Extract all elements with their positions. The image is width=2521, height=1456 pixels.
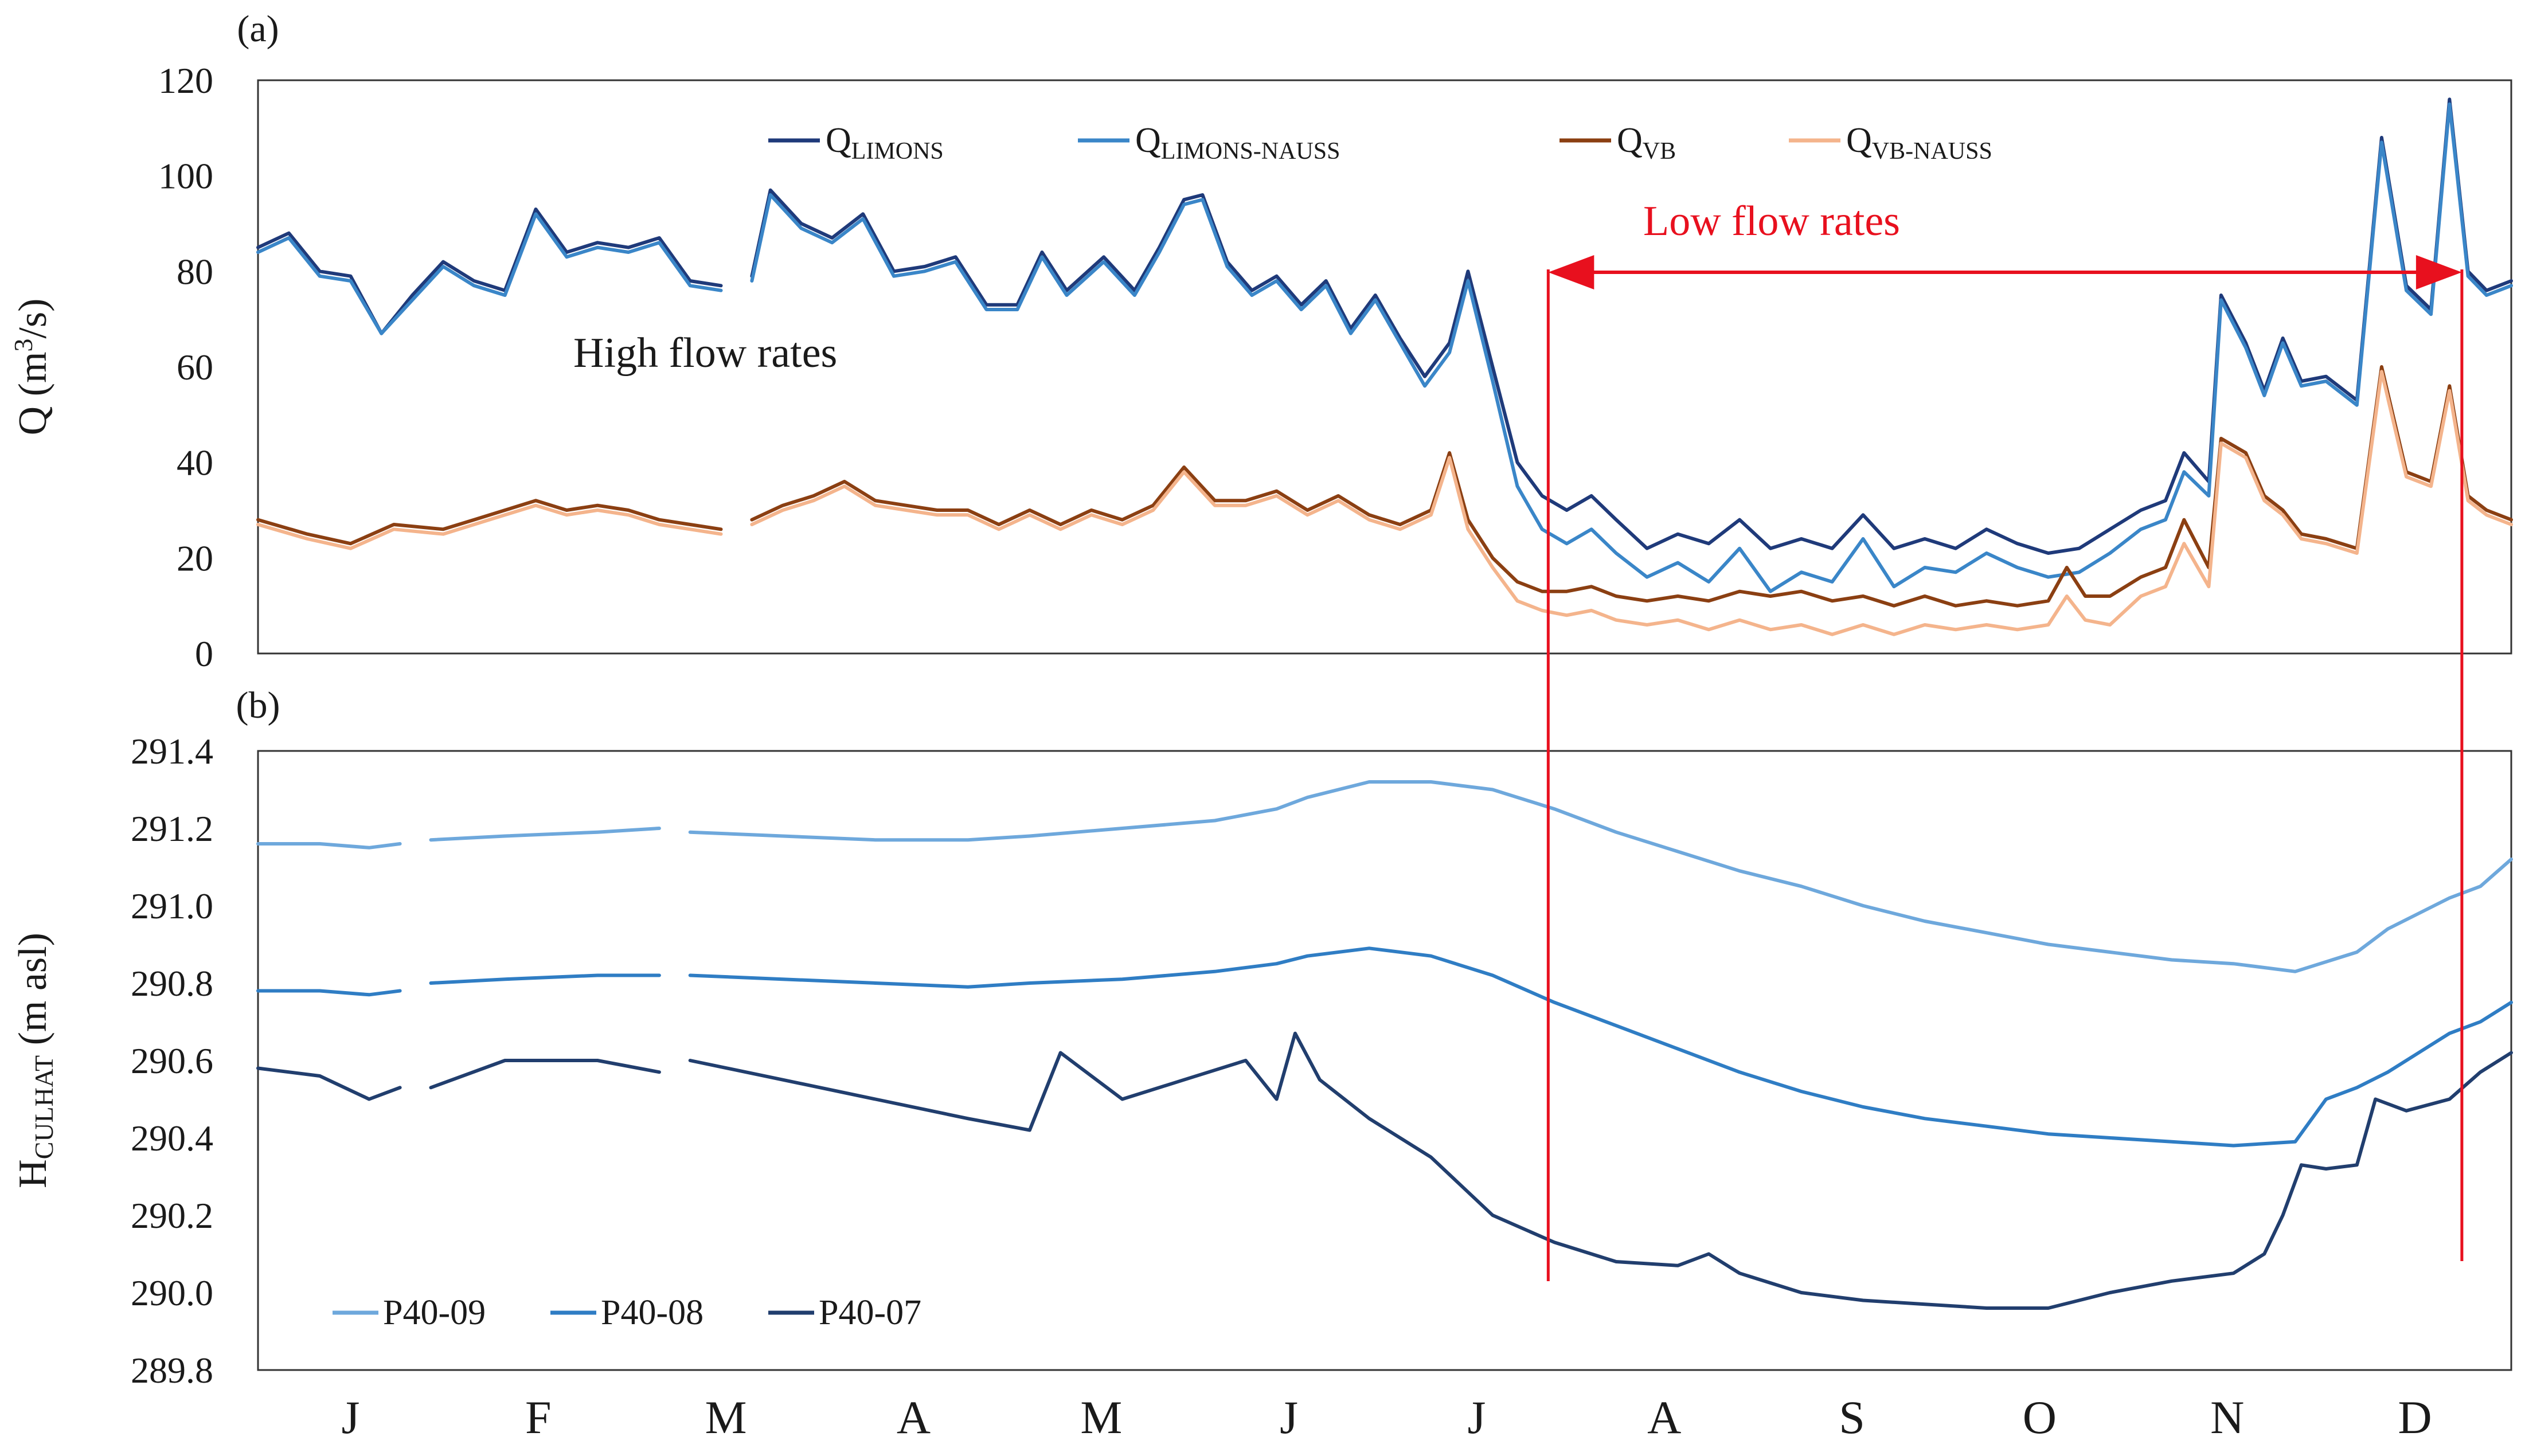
month-label: A xyxy=(897,1391,931,1443)
legend-qlimons-nauss-base: Q xyxy=(1135,121,1161,160)
svg-text:QLIMONS-NAUSS: QLIMONS-NAUSS xyxy=(1135,121,1340,165)
series-line-qvb-nauss xyxy=(256,370,2513,636)
series-line-qlimons xyxy=(256,97,2513,555)
panel-a-frame xyxy=(257,79,2512,655)
y-tick-label: 80 xyxy=(177,251,213,292)
y-tick-label: 291.2 xyxy=(131,808,213,849)
y-tick-label: 290.4 xyxy=(131,1118,213,1158)
month-label: S xyxy=(1839,1391,1865,1443)
month-label: F xyxy=(525,1391,552,1443)
month-label: J xyxy=(342,1391,360,1443)
panel-a-label: (a) xyxy=(237,8,279,50)
high-flow-label: High flow rates xyxy=(573,330,837,377)
series-line-qvb xyxy=(256,365,2513,608)
y-tick-label: 40 xyxy=(177,443,213,483)
y-tick-label: 20 xyxy=(177,538,213,578)
legend-qvb-nauss-sub: VB-NAUSS xyxy=(1872,138,1992,165)
legend-p40-08-label: P40-08 xyxy=(601,1293,703,1332)
y-tick-label: 60 xyxy=(177,347,213,388)
series-line-p40-07 xyxy=(256,1031,2513,1310)
low-flow-arrow-left-head xyxy=(1548,255,1594,289)
month-label: A xyxy=(1647,1391,1681,1443)
low-flow-arrow-right-head xyxy=(2416,255,2462,289)
panel-a-y-ticks: 0 20 40 60 80 100 120 xyxy=(158,60,213,674)
y-tick-label: 0 xyxy=(195,633,213,674)
legend-qlimons-sub: LIMONS xyxy=(851,138,944,165)
panel-a-legend: QLIMONS QLIMONS-NAUSS QVB QVB-NAUSS xyxy=(768,121,1992,165)
legend-item-p40-09: P40-09 xyxy=(333,1293,486,1332)
y-tick-label: 100 xyxy=(158,156,213,197)
series-line-qlimons-nauss xyxy=(256,102,2513,593)
y-tick-label: 290.8 xyxy=(131,963,213,1004)
month-label: O xyxy=(2023,1391,2057,1443)
y-tick-label: 290.2 xyxy=(131,1195,213,1236)
legend-qlimons-base: Q xyxy=(826,121,851,160)
legend-item-p40-08: P40-08 xyxy=(550,1293,703,1332)
month-label: D xyxy=(2398,1391,2432,1443)
legend-item-qlimons: QLIMONS xyxy=(768,121,944,165)
legend-qlimons-nauss-sub: LIMONS-NAUSS xyxy=(1161,138,1340,165)
legend-qvb-sub: VB xyxy=(1643,138,1676,165)
y-tick-label: 291.4 xyxy=(131,731,213,772)
legend-qvb-base: Q xyxy=(1617,121,1643,160)
legend-qvb-nauss-base: Q xyxy=(1846,121,1872,160)
month-label: N xyxy=(2210,1391,2244,1443)
month-label: J xyxy=(1280,1391,1298,1443)
y-tick-label: 290.6 xyxy=(131,1040,213,1081)
low-flow-label: Low flow rates xyxy=(1643,198,1900,245)
series-line-p40-08 xyxy=(256,946,2513,1148)
panel-b-y-axis-title: HCULHAT (m asl) xyxy=(11,933,58,1188)
legend-p40-07-label: P40-07 xyxy=(819,1293,921,1332)
low-flow-bracket xyxy=(1546,255,2464,1281)
legend-item-qvb-nauss: QVB-NAUSS xyxy=(1789,121,1992,165)
y-tick-label: 120 xyxy=(158,60,213,101)
y-tick-label: 290.0 xyxy=(131,1273,213,1313)
panel-b-label: (b) xyxy=(236,684,280,726)
panel-b-series xyxy=(256,780,2513,1310)
legend-item-qlimons-nauss: QLIMONS-NAUSS xyxy=(1078,121,1340,165)
legend-item-qvb: QVB xyxy=(1559,121,1676,165)
svg-text:QVB-NAUSS: QVB-NAUSS xyxy=(1846,121,1992,165)
panel-b: (b) 289.8290.0290.2290.4290.6290.8291.02… xyxy=(11,684,2513,1391)
series-line-p40-09 xyxy=(256,780,2513,973)
legend-p40-09-label: P40-09 xyxy=(383,1293,486,1332)
panel-b-y-ticks: 289.8 290.0 290.2 290.4 290.6 290.8 291.0 291.2… xyxy=(131,731,213,1391)
panel-b-legend: P40-09 P40-08 P40-07 xyxy=(333,1293,921,1332)
panel-a-y-axis-title: Q (m3/s) xyxy=(9,299,55,436)
svg-text:QVB: QVB xyxy=(1617,121,1676,165)
panel-a-series xyxy=(256,97,2513,636)
svg-text:QLIMONS: QLIMONS xyxy=(826,121,944,165)
month-label: M xyxy=(705,1391,747,1443)
month-label: M xyxy=(1080,1391,1122,1443)
month-label: J xyxy=(1467,1391,1486,1443)
legend-item-p40-07: P40-07 xyxy=(768,1293,921,1332)
y-tick-label: 289.8 xyxy=(131,1350,213,1391)
panel-b-frame xyxy=(257,750,2512,1371)
y-tick-label: 291.0 xyxy=(131,886,213,926)
